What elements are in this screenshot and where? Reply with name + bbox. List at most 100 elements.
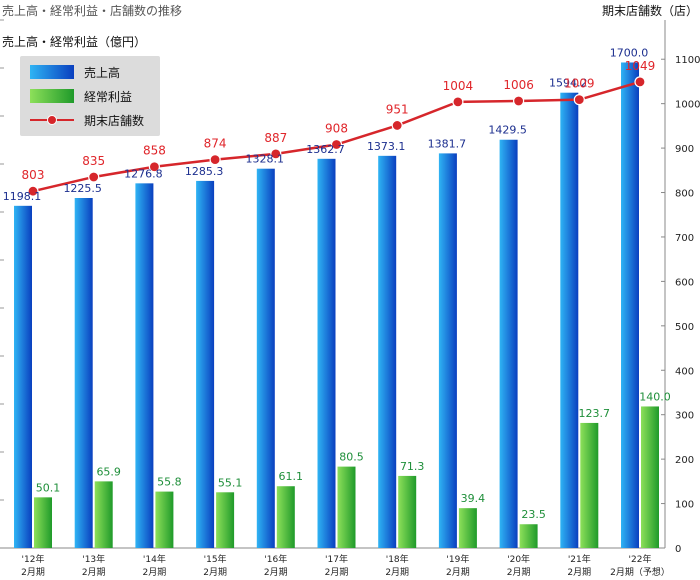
bar-sales <box>256 168 275 548</box>
bar-profit <box>34 497 52 548</box>
point-stores <box>391 119 403 132</box>
x-tick-label-year: '22年 <box>629 553 652 565</box>
bar-sales <box>135 183 154 548</box>
data-label-sales: 1285.3 <box>185 165 224 178</box>
bar-sales <box>378 155 397 548</box>
data-label-profit: 123.7 <box>579 407 611 420</box>
point-stores <box>209 154 221 166</box>
x-tick-label-period: 2月期 <box>325 567 349 578</box>
bar-profit <box>398 475 417 548</box>
data-label-sales: 1700.0 <box>610 46 649 59</box>
data-label-profit: 61.1 <box>279 470 304 483</box>
point-stores <box>634 76 646 88</box>
bar-sales <box>14 205 32 549</box>
data-label-profit: 80.5 <box>339 451 364 464</box>
data-label-stores: 908 <box>325 122 348 136</box>
legend-item-profit: 経常利益 <box>30 86 132 106</box>
data-label-stores: 874 <box>204 137 227 151</box>
data-label-stores: 1009 <box>564 77 595 91</box>
data-label-stores: 858 <box>143 144 166 158</box>
data-label-sales: 1373.1 <box>367 140 406 153</box>
point-stores <box>148 161 160 173</box>
right-axis-tick-label: 200 <box>675 455 694 466</box>
bar-profit <box>519 524 538 548</box>
point-stores <box>512 95 525 107</box>
data-label-stores: 951 <box>386 102 409 116</box>
point-stores <box>330 138 343 151</box>
x-tick-label-period: 2月期 <box>203 567 227 578</box>
legend-item-stores: 期末店舗数 <box>30 110 144 130</box>
point-stores <box>452 96 464 108</box>
point-stores <box>27 185 39 197</box>
right-axis-tick-label: 900 <box>675 144 694 155</box>
data-label-stores: 1049 <box>625 59 656 73</box>
data-label-sales: 1381.7 <box>428 137 467 150</box>
data-label-profit: 39.4 <box>461 492 486 505</box>
bar-sales <box>621 62 639 548</box>
x-tick-label-period: 2月期 <box>143 567 167 578</box>
right-axis-tick-label: 100 <box>675 500 694 511</box>
right-axis-tick-label: 600 <box>675 277 694 288</box>
x-tick-label-year: '13年 <box>82 553 105 565</box>
bar-sales <box>317 158 336 549</box>
x-tick-label-period: 2月期 <box>567 567 591 578</box>
legend-label-sales: 売上高 <box>84 65 121 80</box>
data-label-profit: 55.1 <box>218 476 243 489</box>
bar-profit <box>155 491 174 548</box>
x-tick-label-period: 2月期 <box>507 567 531 578</box>
data-label-profit: 55.8 <box>157 476 182 489</box>
x-tick-label-year: '17年 <box>325 553 348 565</box>
point-stores <box>573 94 585 106</box>
x-tick-label-year: '18年 <box>386 553 409 565</box>
x-tick-label-year: '19年 <box>446 553 469 565</box>
x-tick-label-period: 2月期（予想） <box>610 566 670 578</box>
right-axis-tick-label: 400 <box>675 366 694 377</box>
x-tick-label-period: 2月期 <box>21 567 45 578</box>
x-tick-label-year: '14年 <box>143 553 166 565</box>
x-tick-label-year: '20年 <box>507 553 530 565</box>
data-label-stores: 1006 <box>503 78 534 92</box>
bar-profit <box>216 492 235 548</box>
point-stores <box>88 171 100 183</box>
bar-profit <box>94 481 113 548</box>
page-title: 売上高・経常利益・店舗数の推移 <box>2 4 183 18</box>
bar-sales <box>560 92 579 549</box>
data-label-profit: 71.3 <box>400 460 425 473</box>
x-tick-label-period: 2月期 <box>82 567 106 578</box>
x-tick-label-period: 2月期 <box>385 567 409 578</box>
data-label-stores: 887 <box>264 131 287 145</box>
data-label-profit: 65.9 <box>96 465 121 478</box>
data-label-sales: 1594.2 <box>549 77 588 90</box>
bar-profit <box>458 508 477 548</box>
right-axis-unit: 期末店舗数（店） <box>601 4 698 18</box>
left-axis-unit: 売上高・経常利益（億円） <box>2 35 147 49</box>
x-tick-label-period: 2月期 <box>446 567 470 578</box>
data-label-stores: 803 <box>22 168 45 182</box>
right-axis-tick-label: 700 <box>675 233 694 244</box>
bar-sales <box>499 139 518 548</box>
bar-profit <box>276 486 295 548</box>
right-axis-tick-label: 500 <box>675 322 694 333</box>
right-axis-tick-label: 0 <box>675 544 681 555</box>
legend-item-sales: 売上高 <box>30 62 120 82</box>
bar-profit <box>580 422 599 548</box>
bar-profit <box>641 406 659 548</box>
data-label-sales: 1429.5 <box>488 124 527 137</box>
data-label-profit: 23.5 <box>521 508 546 521</box>
data-label-stores: 835 <box>82 154 105 168</box>
legend-label-profit: 経常利益 <box>84 89 133 104</box>
right-axis-tick-label: 1000 <box>675 100 700 111</box>
right-axis-tick-label: 1100 <box>675 55 700 66</box>
bar-sales <box>74 197 93 548</box>
bar-sales <box>438 153 457 548</box>
legend-swatch-stores <box>30 113 74 127</box>
legend-swatch-profit <box>30 89 74 103</box>
data-label-sales: 1225.5 <box>63 182 102 195</box>
x-tick-label-year: '15年 <box>204 553 227 565</box>
x-tick-label-year: '16年 <box>264 553 287 565</box>
legend: 売上高 経常利益 期末店舗数 <box>20 56 160 136</box>
bar-profit <box>337 466 356 548</box>
x-tick-label-year: '12年 <box>22 553 45 565</box>
x-tick-label-year: '21年 <box>568 553 591 565</box>
